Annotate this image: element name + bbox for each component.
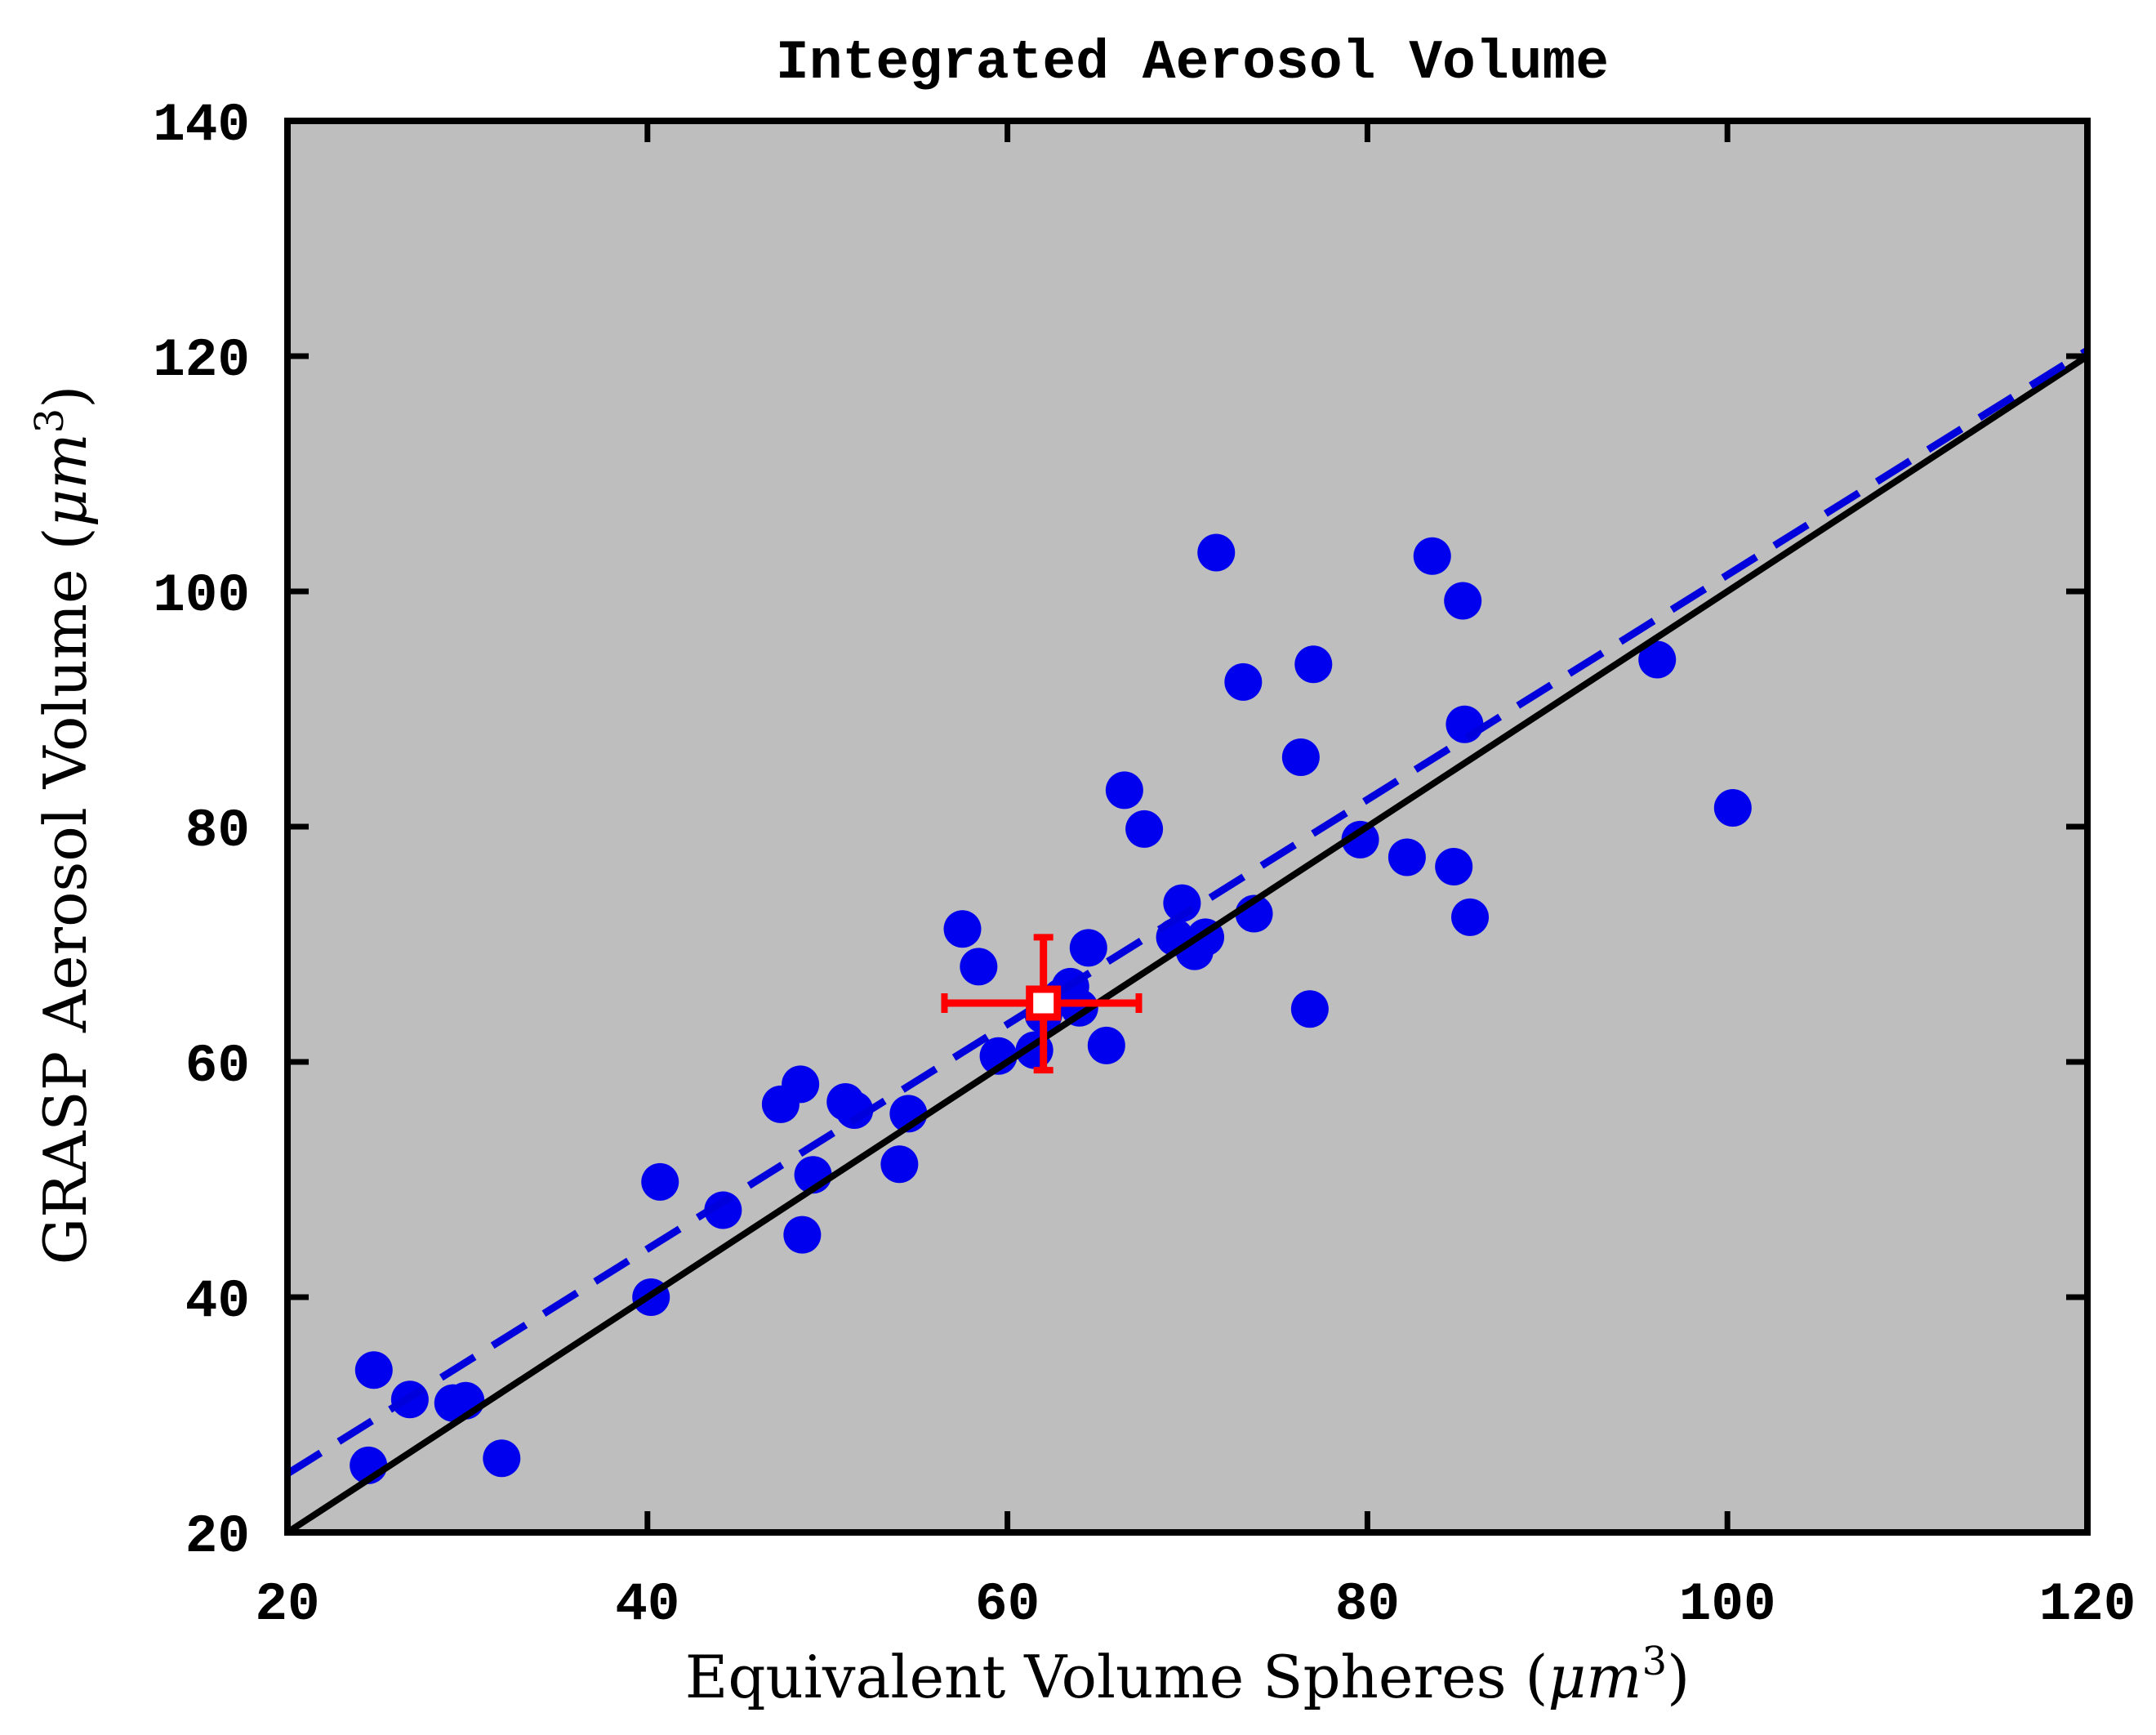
data-point xyxy=(1087,1026,1125,1064)
y-axis-label-close: ) xyxy=(31,386,100,408)
data-point xyxy=(943,910,982,948)
data-point xyxy=(1435,847,1473,885)
data-point xyxy=(1638,640,1677,679)
y-tick-label: 140 xyxy=(153,95,250,156)
x-axis-label-text: Equivalent Volume Spheres ( xyxy=(685,1643,1548,1711)
data-point xyxy=(1294,645,1333,684)
y-tick-label: 120 xyxy=(153,330,250,391)
data-point xyxy=(880,1145,919,1184)
y-axis-label-unit: μm xyxy=(31,433,100,527)
data-point xyxy=(354,1351,393,1389)
y-tick-label: 80 xyxy=(185,801,250,862)
data-point xyxy=(1446,705,1484,743)
x-tick-label: 80 xyxy=(1335,1574,1400,1635)
fit-line xyxy=(285,346,2090,1477)
data-point xyxy=(1713,788,1752,827)
plot-frame xyxy=(284,118,2091,1536)
data-point xyxy=(1197,533,1236,572)
data-point xyxy=(1413,537,1451,575)
y-tick-label: 100 xyxy=(153,565,250,627)
mean-marker xyxy=(1026,985,1062,1021)
one-to-one-line xyxy=(285,353,2090,1536)
x-tick-label: 20 xyxy=(255,1574,319,1635)
x-axis-label-close: ) xyxy=(1667,1643,1690,1711)
chart-title: Integrated Aerosol Volume xyxy=(776,32,1609,95)
y-tick-label: 40 xyxy=(185,1271,250,1332)
data-point xyxy=(1388,838,1426,876)
data-point xyxy=(1125,810,1164,848)
x-tick-label: 120 xyxy=(2039,1574,2136,1635)
data-point xyxy=(1224,662,1263,701)
data-point xyxy=(641,1162,679,1201)
data-point xyxy=(835,1091,874,1130)
x-axis-label-exponent: 3 xyxy=(1642,1639,1668,1684)
data-point xyxy=(1290,990,1329,1028)
data-point xyxy=(1281,738,1320,777)
x-axis-label-unit: μm xyxy=(1548,1643,1642,1711)
data-point xyxy=(1341,820,1379,859)
data-point xyxy=(783,1215,822,1254)
data-point xyxy=(483,1439,521,1478)
data-point xyxy=(1105,771,1143,810)
x-tick-label: 100 xyxy=(1679,1574,1776,1635)
data-point xyxy=(1451,898,1490,936)
y-axis-label-exponent: 3 xyxy=(27,408,73,434)
data-point xyxy=(1069,929,1107,967)
x-axis-label: Equivalent Volume Spheres (μm3) xyxy=(685,1639,1690,1711)
y-tick-label: 20 xyxy=(185,1506,250,1568)
x-tick-label: 60 xyxy=(975,1574,1040,1635)
y-axis-label-text: GRASP Aerosol Volume ( xyxy=(31,527,100,1264)
data-point xyxy=(782,1065,820,1104)
data-point xyxy=(704,1191,742,1229)
y-axis-label: GRASP Aerosol Volume (μm3) xyxy=(27,386,100,1265)
x-tick-label: 40 xyxy=(615,1574,679,1635)
plot-area xyxy=(287,121,2087,1532)
y-tick-label: 60 xyxy=(185,1036,250,1097)
chart-marks xyxy=(285,346,2090,1536)
data-point xyxy=(1444,582,1482,620)
data-point xyxy=(960,948,998,986)
